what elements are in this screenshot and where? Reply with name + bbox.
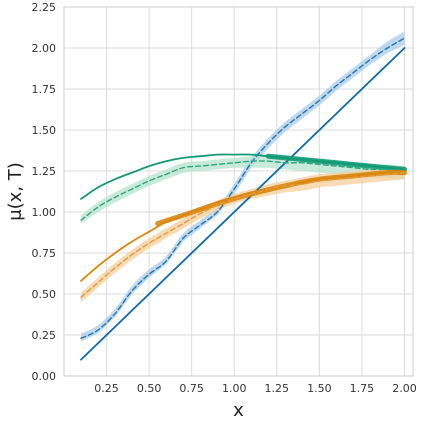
y-tick-label: 1.25 — [32, 165, 57, 178]
x-tick-label: 1.50 — [307, 382, 332, 395]
y-tick-label: 2.00 — [32, 42, 57, 55]
series-line-0 — [80, 47, 406, 361]
y-tick-label: 1.50 — [32, 124, 57, 137]
x-tick-label: 0.75 — [179, 382, 204, 395]
x-tick-label: 0.50 — [137, 382, 162, 395]
series-line-3 — [265, 153, 407, 172]
series-line-4 — [80, 160, 406, 221]
y-tick-label: 0.25 — [32, 329, 57, 342]
x-tick-label: 1.75 — [350, 382, 375, 395]
confidence-band-1 — [81, 31, 405, 342]
x-axis-label: x — [233, 400, 244, 421]
y-axis-label: μ(x, T) — [5, 162, 26, 221]
x-tick-label: 0.25 — [94, 382, 119, 395]
y-tick-label: 0.00 — [32, 370, 57, 383]
confidence-band-4 — [81, 156, 405, 224]
y-tick-label: 2.25 — [32, 1, 57, 14]
y-tick-label: 0.75 — [32, 247, 57, 260]
y-tick-label: 1.00 — [32, 206, 57, 219]
series-line-1 — [80, 37, 406, 339]
series-line-7 — [80, 171, 406, 298]
plot-frame — [63, 6, 414, 377]
x-tick-label: 2.00 — [392, 382, 417, 395]
confidence-bands — [81, 31, 405, 342]
y-tick-label: 1.75 — [32, 83, 57, 96]
tick-labels: 0.25 0.50 0.75 1.00 1.25 1.50 1.75 2.00 0.00 0.25… — [32, 1, 417, 395]
x-tick-label: 1.25 — [265, 382, 290, 395]
y-tick-label: 0.50 — [32, 288, 57, 301]
series-lines — [80, 37, 407, 361]
x-tick-label: 1.00 — [222, 382, 247, 395]
confidence-band-7 — [81, 166, 405, 303]
